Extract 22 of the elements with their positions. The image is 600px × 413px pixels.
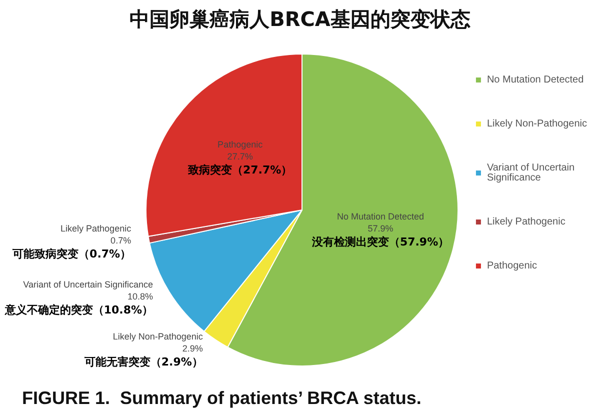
data-label: 2.9% — [182, 343, 203, 354]
chart-title: 中国卵巢癌病人BRCA基因的突变状态 — [130, 7, 470, 31]
data-label: 0.7% — [110, 236, 132, 246]
legend-label: Likely Pathogenic — [486, 216, 566, 228]
slice-label: Likely Non-Pathogenic — [112, 331, 204, 342]
text: 致病突变（27.7%） — [186, 163, 292, 176]
legend-label: Pathogenic — [486, 260, 537, 272]
text: 意义不确定的突变（10.8%） — [4, 304, 154, 317]
text: 可能致病突变（0.7%） — [12, 248, 132, 260]
slice-label: Variant of Uncertain Significance — [23, 280, 154, 290]
text: 没有检测出突变（57.9%） — [310, 235, 450, 248]
caption: FIGURE 1. Summary of patients’ BRCA status. — [22, 388, 422, 408]
slice-label: Pathogenic — [218, 139, 264, 150]
legend-label: No Mutation Detected — [486, 74, 584, 86]
data-label: 57.9% — [368, 223, 394, 234]
data-label: 10.8% — [128, 292, 154, 302]
slice-label: No Mutation Detected — [336, 211, 424, 222]
data-label: 27.7% — [227, 151, 253, 162]
legend-label: Variant of Uncertain Significance — [486, 162, 578, 184]
text: 可能无害突变（2.9%） — [83, 355, 203, 368]
slice-label: Likely Pathogenic — [60, 224, 132, 234]
legend-label: Likely Non-Pathogenic — [486, 118, 588, 130]
